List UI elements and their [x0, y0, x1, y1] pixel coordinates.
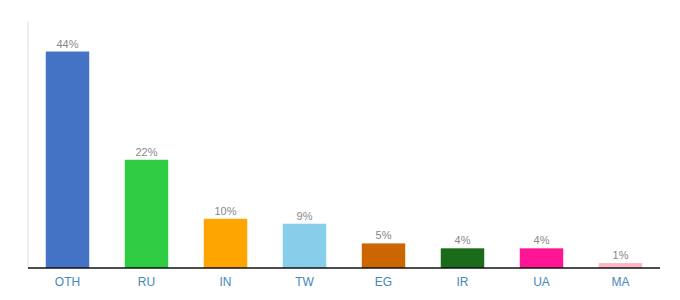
bar	[520, 248, 563, 268]
bar	[125, 160, 168, 268]
x-tick-label: TW	[295, 275, 314, 289]
data-label: 4%	[455, 234, 471, 246]
x-tick-label: UA	[533, 275, 550, 289]
data-label: 1%	[613, 249, 629, 261]
x-axis-line	[28, 267, 660, 269]
bar	[204, 219, 247, 268]
chart-container: 44% 22% 10% 9% 5% 4% 4% 1% OTH RU IN TW EG IR UA MA	[0, 0, 680, 300]
data-label: 5%	[376, 229, 392, 241]
data-label: 4%	[534, 234, 550, 246]
bars	[46, 52, 642, 268]
x-tick-label: RU	[138, 275, 155, 289]
data-label: 44%	[56, 38, 78, 50]
x-tick-label: IN	[220, 275, 232, 289]
bar	[362, 243, 405, 268]
data-label: 9%	[297, 210, 313, 222]
bar	[46, 52, 89, 268]
x-tick-labels: OTH RU IN TW EG IR UA MA	[55, 275, 630, 289]
data-label: 22%	[135, 146, 157, 158]
x-tick-label: MA	[612, 275, 630, 289]
bar	[283, 224, 326, 268]
data-labels: 44% 22% 10% 9% 5% 4% 4% 1%	[56, 38, 628, 262]
data-label: 10%	[214, 205, 236, 217]
x-tick-label: IR	[457, 275, 469, 289]
chart: 44% 22% 10% 9% 5% 4% 4% 1% OTH RU IN TW EG IR UA MA	[0, 0, 680, 300]
bar	[441, 248, 484, 268]
x-tick-label: EG	[375, 275, 392, 289]
y-axis-line	[28, 22, 29, 268]
x-tick-label: OTH	[55, 275, 80, 289]
